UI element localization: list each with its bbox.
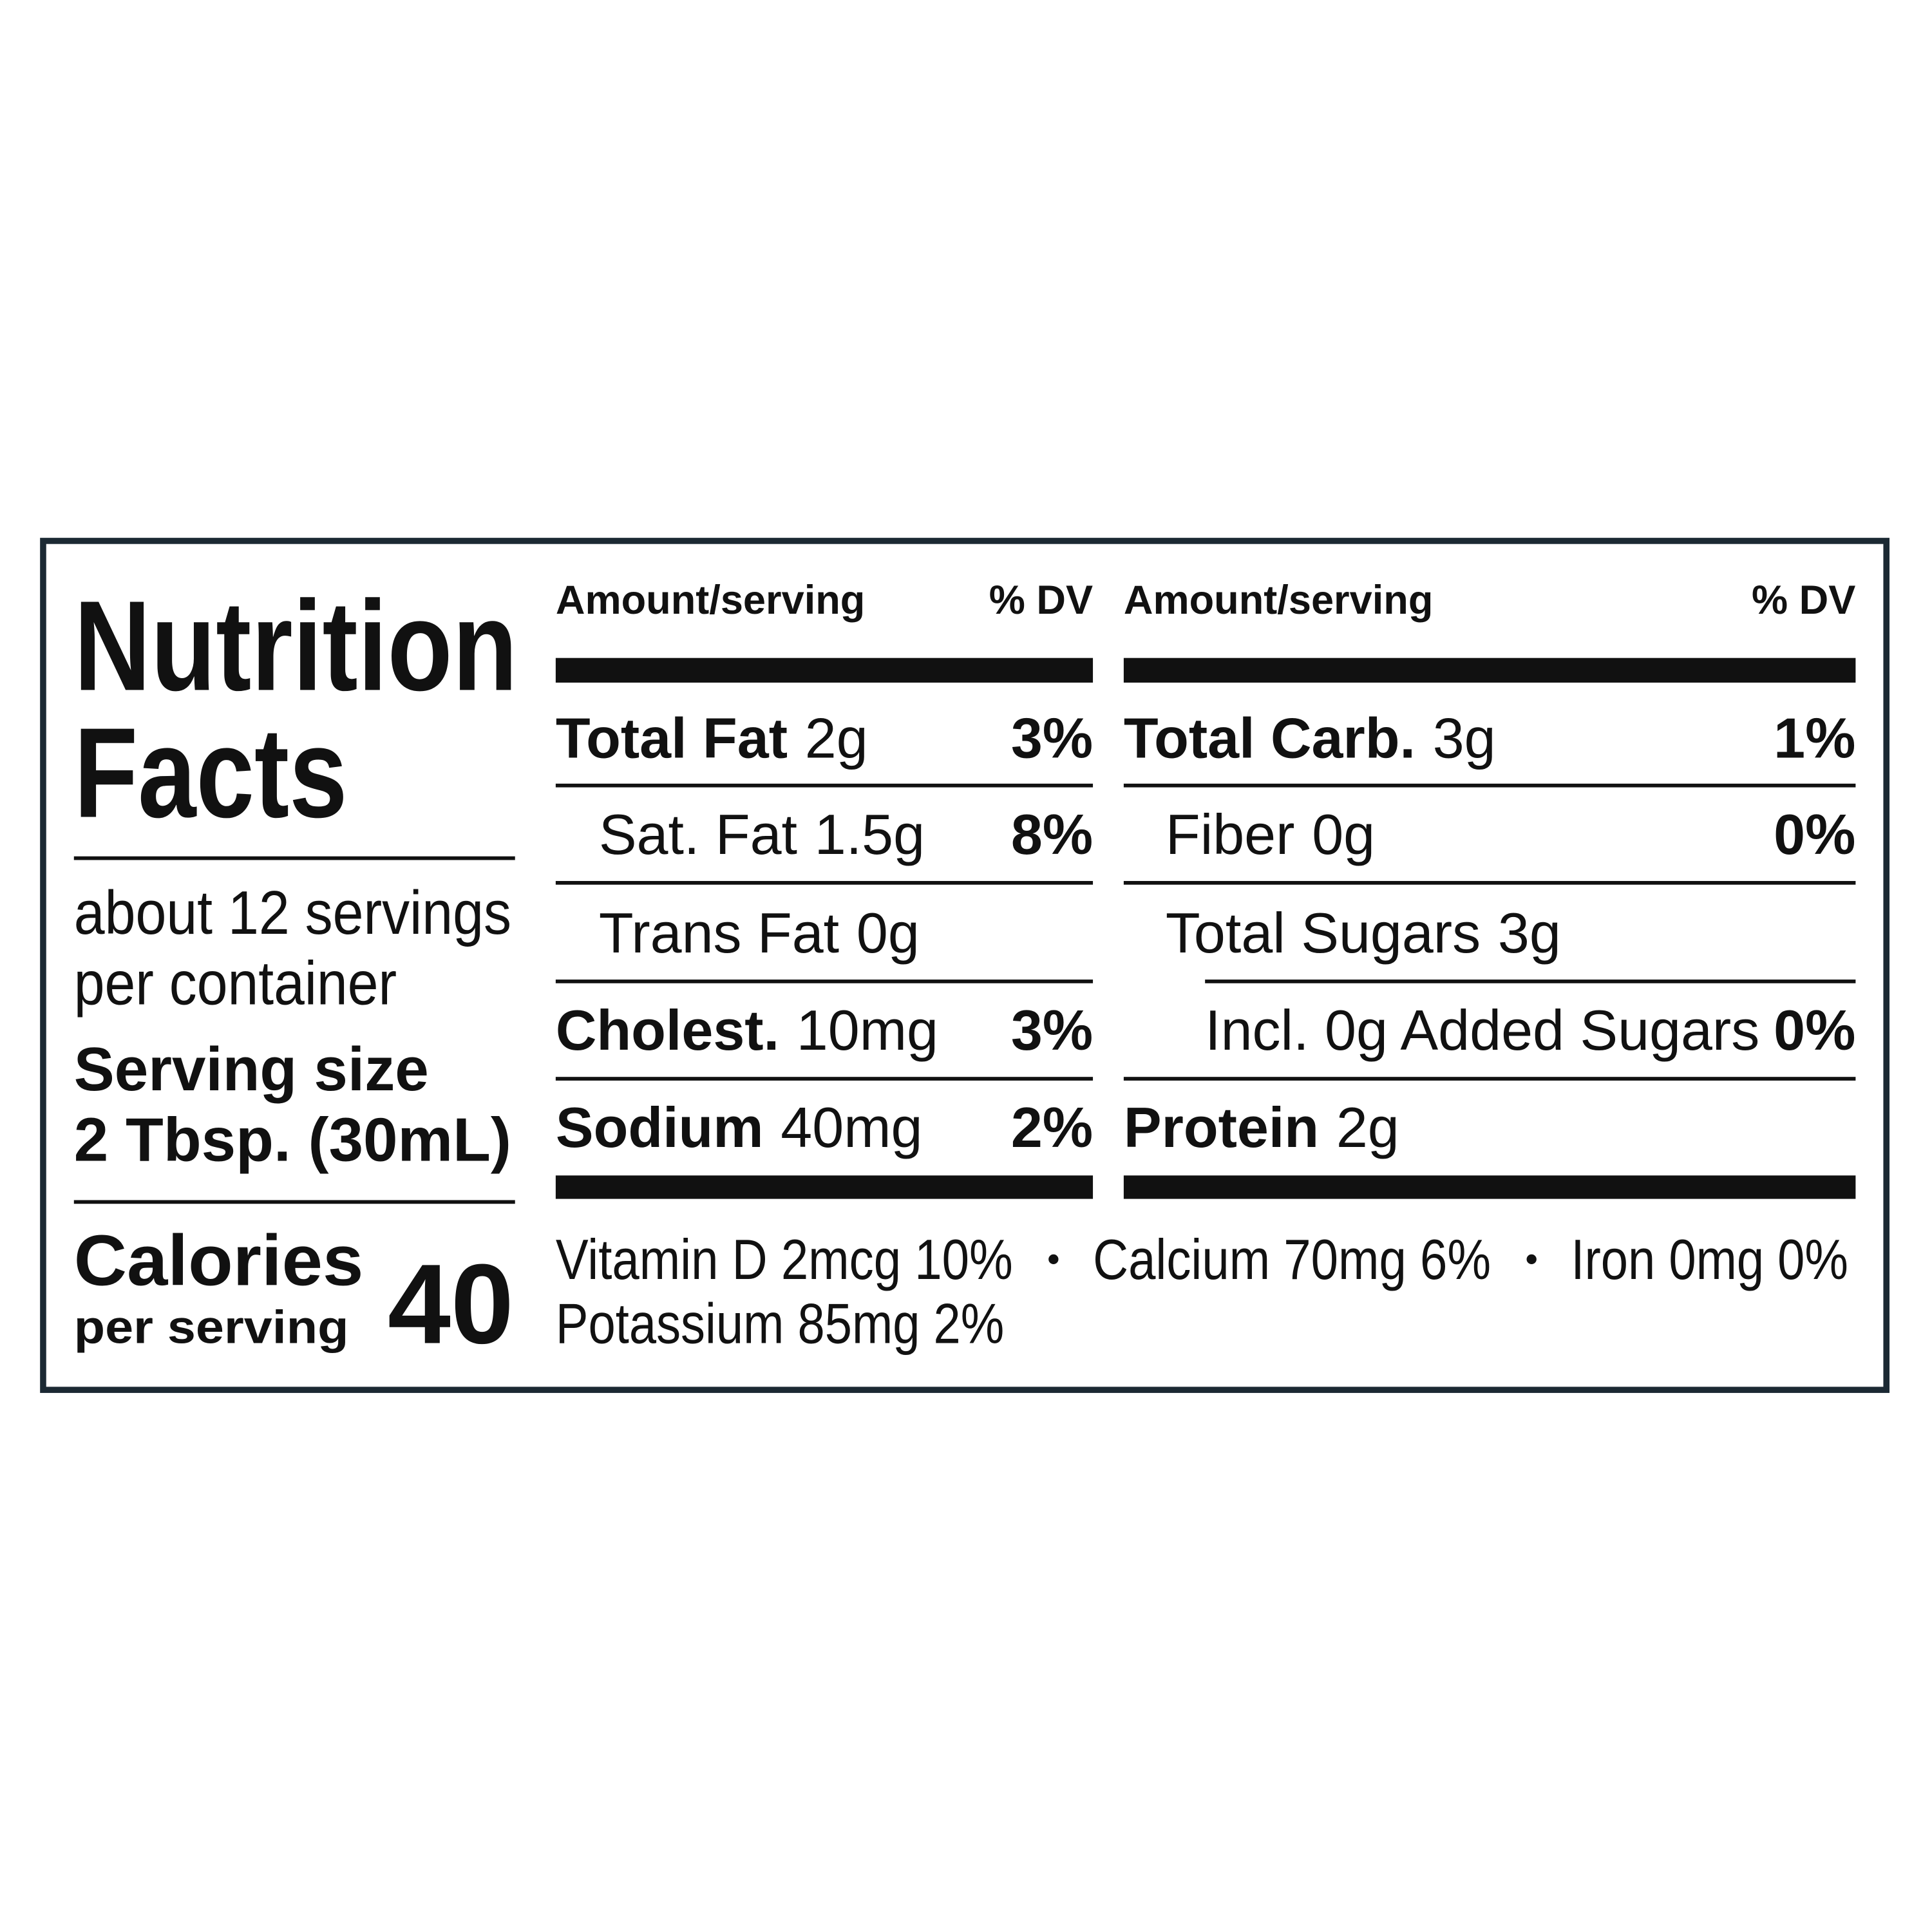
nutrient-amount: 2g bbox=[1336, 1095, 1399, 1159]
divider bbox=[555, 783, 1094, 788]
nutrient-dv: 8% bbox=[1011, 802, 1093, 866]
calories-value: 40 bbox=[388, 1241, 514, 1367]
divider bbox=[555, 1175, 1094, 1199]
calories-label: Calories bbox=[74, 1221, 364, 1301]
serving-size-label: Serving size bbox=[74, 1035, 429, 1104]
servings: per container bbox=[74, 949, 397, 1018]
nutrient-amount: 40mg bbox=[781, 1095, 922, 1159]
divider bbox=[1123, 1175, 1856, 1199]
nutrient-dv: 3% bbox=[1011, 706, 1093, 770]
nutrient-row: Sat. Fat 1.5g bbox=[599, 802, 925, 866]
nutrient-row: Fiber 0g bbox=[1166, 802, 1375, 866]
nutrient-name: Incl. 0g Added Sugars bbox=[1205, 998, 1759, 1062]
nutrient-dv: 1% bbox=[1774, 706, 1855, 770]
nutrient-dv: 3% bbox=[1011, 998, 1093, 1062]
nutrient-amount: 3g bbox=[1433, 706, 1496, 770]
nutrient-dv: 0% bbox=[1774, 802, 1855, 866]
nutrient-row: Protein 2g bbox=[1124, 1095, 1399, 1159]
nutrient-amount: 10mg bbox=[797, 998, 938, 1062]
nutrient-dv: 0% bbox=[1774, 998, 1855, 1062]
divider bbox=[1123, 658, 1856, 683]
nutrient-name: Fiber bbox=[1166, 802, 1294, 866]
divider bbox=[1123, 1077, 1856, 1081]
vitamin-item: Iron 0mg 0% bbox=[1571, 1227, 1848, 1291]
column-header: % DV bbox=[1752, 578, 1855, 623]
nutrient-name: Sat. Fat bbox=[599, 802, 797, 866]
nutrient-row: Incl. 0g Added Sugars bbox=[1205, 998, 1759, 1062]
nutrient-row: Sodium 40mg bbox=[556, 1095, 923, 1159]
nutrient-name: Total Carb. bbox=[1124, 706, 1416, 770]
servings: about 12 servings bbox=[74, 878, 511, 947]
calories-sublabel: per serving bbox=[74, 1301, 349, 1353]
vitamin-item: Vitamin D 2mcg 10% bbox=[556, 1227, 1013, 1291]
nutrient-amount: 2g bbox=[805, 706, 868, 770]
nutrient-name: Total Sugars bbox=[1166, 901, 1481, 965]
nutrient-row: Total Carb. 3g bbox=[1124, 706, 1496, 770]
nutrient-amount: 1.5g bbox=[815, 802, 925, 866]
title: Facts bbox=[74, 701, 348, 844]
divider bbox=[73, 856, 515, 860]
divider bbox=[555, 658, 1094, 683]
vitamin-item: Potassium 85mg 2% bbox=[556, 1291, 1004, 1355]
divider bbox=[1123, 880, 1856, 885]
column-header: Amount/serving bbox=[556, 578, 865, 623]
nutrient-name: Protein bbox=[1124, 1095, 1319, 1159]
bullet bbox=[1048, 1254, 1059, 1265]
nutrient-name: Sodium bbox=[556, 1095, 764, 1159]
title: Nutrition bbox=[74, 574, 518, 717]
nutrient-name: Cholest. bbox=[556, 998, 779, 1062]
serving-size-value: 2 Tbsp. (30mL) bbox=[74, 1105, 511, 1174]
nutrient-row: Total Sugars 3g bbox=[1166, 901, 1561, 965]
nutrient-name: Trans Fat bbox=[599, 901, 839, 965]
nutrient-name: Total Fat bbox=[556, 706, 788, 770]
column-header: % DV bbox=[989, 578, 1093, 623]
divider bbox=[1123, 783, 1856, 788]
vitamin-item: Calcium 70mg 6% bbox=[1093, 1227, 1491, 1291]
nutrient-amount: 0g bbox=[1312, 802, 1375, 866]
column-header: Amount/serving bbox=[1124, 578, 1433, 623]
nutrient-row: Trans Fat 0g bbox=[599, 901, 920, 965]
divider bbox=[1205, 980, 1856, 983]
bullet bbox=[1526, 1254, 1537, 1265]
nutrient-amount: 0g bbox=[857, 901, 920, 965]
nutrient-dv: 2% bbox=[1011, 1095, 1093, 1159]
nutrient-amount: 3g bbox=[1498, 901, 1561, 965]
divider bbox=[73, 1200, 515, 1204]
divider bbox=[555, 1077, 1094, 1081]
divider bbox=[555, 880, 1094, 885]
nutrient-row: Total Fat 2g bbox=[556, 706, 868, 770]
divider bbox=[555, 980, 1094, 983]
nutrient-row: Cholest. 10mg bbox=[556, 998, 938, 1062]
